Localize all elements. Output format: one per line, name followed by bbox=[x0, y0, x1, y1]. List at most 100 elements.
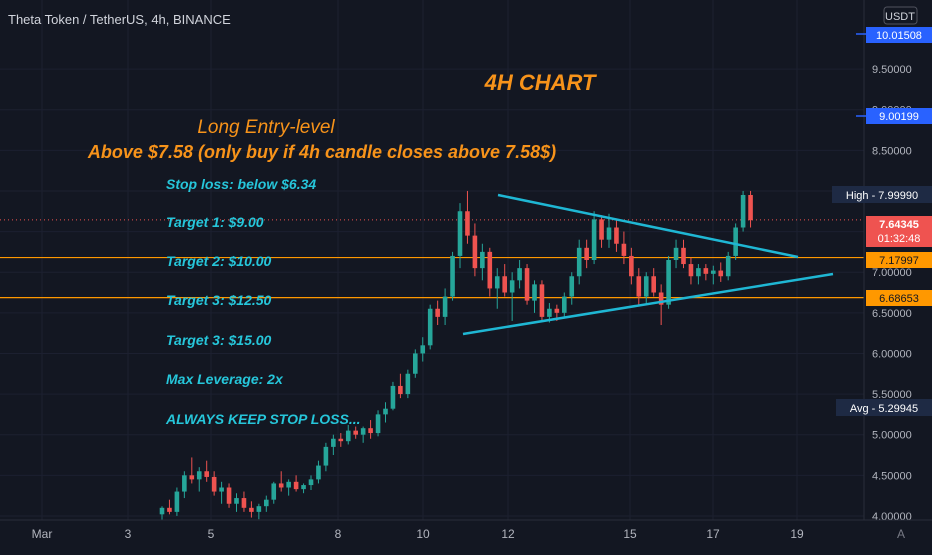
high-badge bbox=[832, 186, 932, 203]
candle-body bbox=[733, 227, 738, 256]
candle-body bbox=[457, 211, 463, 256]
candle-body bbox=[688, 264, 694, 277]
candle bbox=[591, 211, 597, 265]
stop-loss-warning: ALWAYS KEEP STOP LOSS... bbox=[165, 411, 360, 427]
candle bbox=[688, 257, 694, 285]
time-tick-label: 15 bbox=[623, 527, 637, 541]
candle bbox=[204, 460, 209, 482]
price-tick-label: 5.50000 bbox=[872, 389, 912, 401]
candle bbox=[465, 190, 470, 244]
candle bbox=[696, 264, 701, 285]
candle-body bbox=[375, 414, 381, 434]
candle bbox=[278, 471, 284, 492]
candle-body bbox=[703, 268, 709, 274]
candle bbox=[711, 265, 716, 285]
candle bbox=[241, 491, 247, 512]
price-tick-label: 7.00000 bbox=[872, 267, 912, 279]
candle bbox=[398, 373, 403, 399]
candle-body bbox=[167, 507, 172, 512]
candle bbox=[740, 190, 746, 232]
candle-body bbox=[338, 438, 344, 442]
candle bbox=[517, 260, 522, 289]
candle bbox=[733, 223, 738, 260]
candle-body bbox=[584, 247, 589, 260]
candle bbox=[472, 223, 478, 277]
candle bbox=[614, 219, 619, 252]
stop-loss-note: Stop loss: below $6.34 bbox=[166, 176, 316, 192]
candle-body bbox=[517, 268, 522, 281]
symbol-title: Theta Token / TetherUS, 4h, BINANCE bbox=[8, 12, 231, 27]
level1-label: 7.17997 bbox=[879, 255, 919, 267]
candle bbox=[375, 410, 381, 437]
candle-body bbox=[472, 235, 478, 269]
candle-body bbox=[614, 227, 619, 244]
time-tick-label: 3 bbox=[125, 527, 132, 541]
candle bbox=[383, 402, 388, 423]
horizontal-levels bbox=[0, 219, 866, 299]
level1-badge bbox=[866, 252, 932, 268]
candle bbox=[360, 426, 366, 443]
candle-body bbox=[629, 255, 634, 277]
candle bbox=[629, 247, 634, 285]
candle bbox=[532, 280, 537, 313]
candle bbox=[562, 292, 567, 317]
candle bbox=[226, 483, 232, 508]
candle-body bbox=[211, 476, 217, 492]
currency-badge[interactable] bbox=[883, 6, 918, 25]
candle bbox=[673, 239, 679, 269]
candle bbox=[420, 337, 426, 362]
time-ticks[interactable]: Mar 3 5 8 10 12 15 17 19 bbox=[32, 527, 804, 541]
candle-body bbox=[427, 308, 433, 346]
candle-body bbox=[562, 296, 567, 313]
candle bbox=[174, 487, 180, 516]
target-2-note: Target 2: $10.00 bbox=[166, 253, 272, 269]
candle bbox=[435, 300, 440, 325]
candle bbox=[196, 467, 202, 492]
candle-body bbox=[666, 260, 671, 305]
candle-body bbox=[383, 408, 388, 415]
currency-label: USDT bbox=[885, 11, 915, 23]
candle-body bbox=[651, 276, 656, 293]
candle-body bbox=[264, 499, 269, 507]
candle bbox=[308, 475, 314, 490]
candle bbox=[182, 471, 187, 499]
candle-body bbox=[189, 475, 195, 480]
price-tick-label: 9.50000 bbox=[872, 64, 912, 76]
candle-body bbox=[442, 296, 448, 317]
candle bbox=[338, 433, 344, 447]
candle-body bbox=[643, 276, 649, 297]
candle-body bbox=[532, 284, 537, 301]
auto-scale-button[interactable]: A bbox=[897, 527, 905, 541]
candle-body bbox=[740, 195, 746, 228]
target-3-note: Target 3: $12.50 bbox=[166, 292, 272, 308]
mid-price-badge bbox=[866, 108, 932, 124]
candle bbox=[264, 495, 269, 512]
candle bbox=[487, 247, 493, 297]
candle bbox=[748, 190, 753, 228]
candle-body bbox=[725, 255, 731, 277]
candle bbox=[725, 251, 731, 281]
high-label: High - 7.99990 bbox=[846, 190, 918, 202]
lower-trendline[interactable] bbox=[462, 272, 834, 336]
price-tick-label: 6.00000 bbox=[872, 348, 912, 360]
candle bbox=[189, 457, 195, 484]
candle-body bbox=[718, 270, 724, 277]
candles bbox=[159, 190, 753, 520]
upper-trendline[interactable] bbox=[497, 193, 799, 259]
candle-body bbox=[226, 487, 232, 504]
triangle-trendlines bbox=[462, 193, 834, 336]
candle-body bbox=[547, 308, 552, 317]
candle-body bbox=[711, 270, 716, 274]
candle bbox=[159, 506, 165, 520]
candle bbox=[636, 268, 642, 305]
candle-body bbox=[554, 308, 560, 313]
candle-body bbox=[606, 227, 612, 240]
candle bbox=[442, 288, 448, 325]
entry-title: Long Entry-level bbox=[197, 117, 335, 138]
last-price-label: 7.64345 bbox=[879, 219, 919, 231]
candle bbox=[316, 460, 321, 484]
price-tick-label: 5.00000 bbox=[872, 430, 912, 442]
chart-label: 4H CHART bbox=[484, 70, 597, 95]
